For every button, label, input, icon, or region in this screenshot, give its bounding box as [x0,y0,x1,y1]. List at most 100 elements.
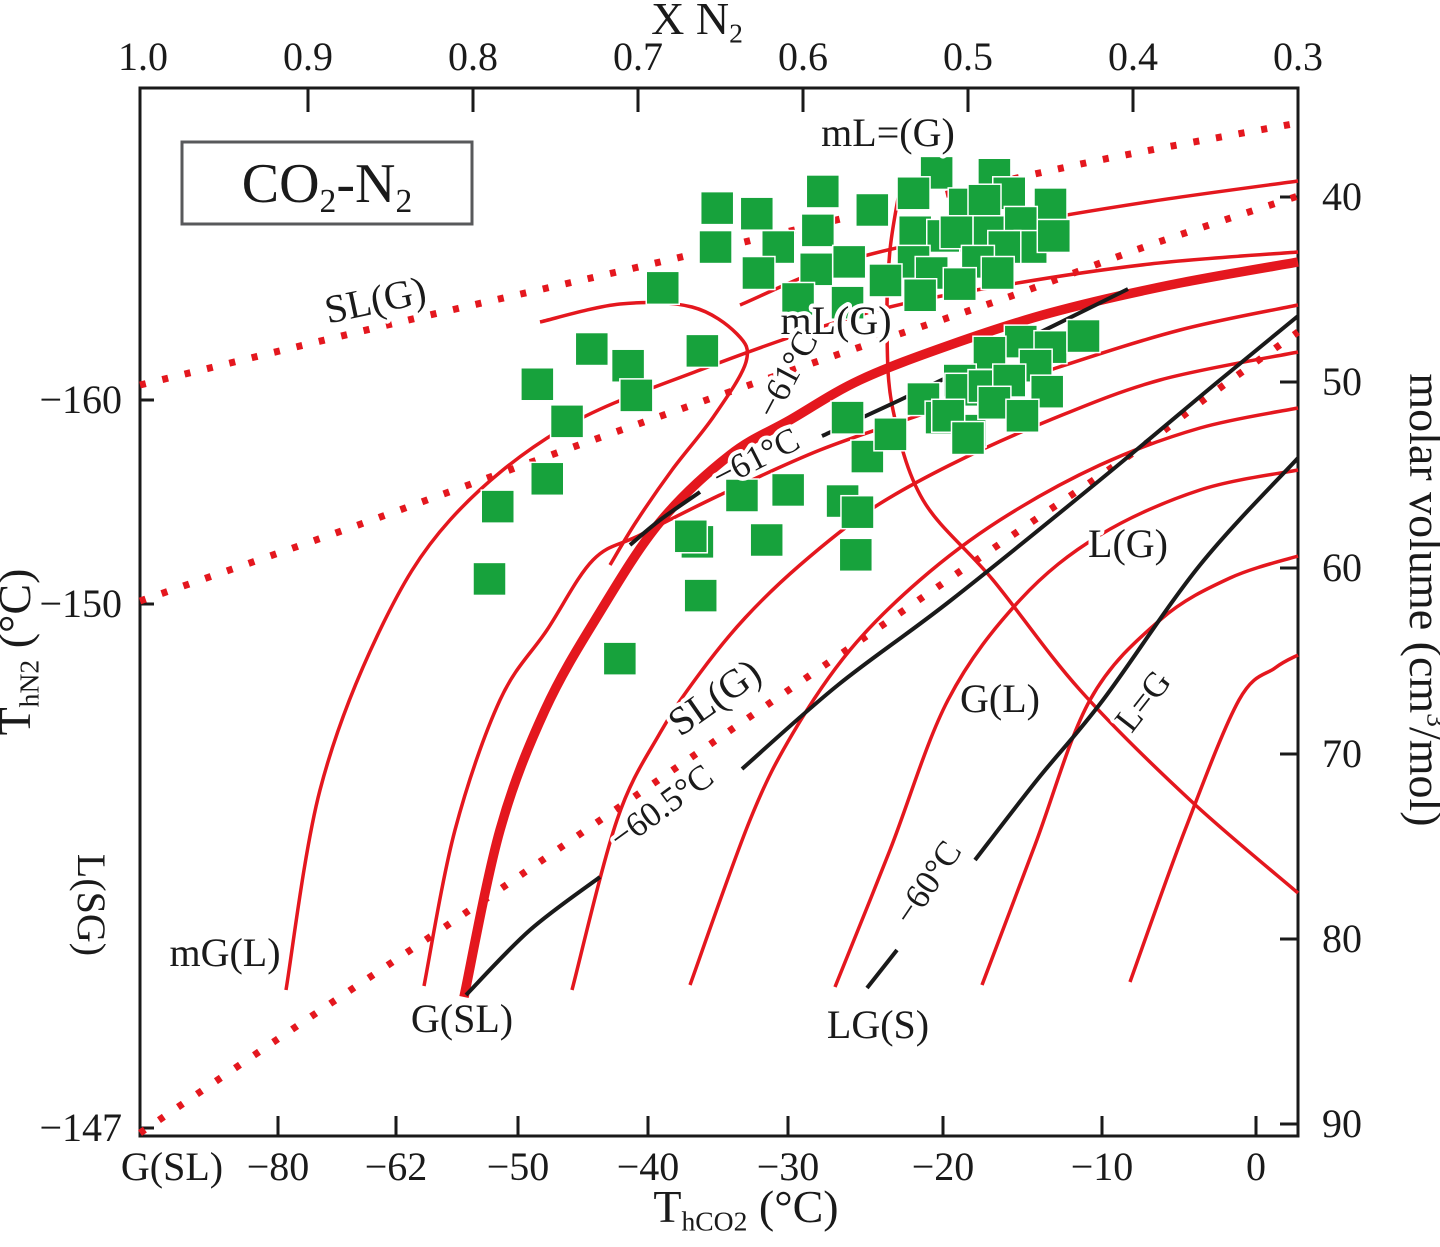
top-axis-tick-label: 0.9 [283,34,333,79]
data-point [838,537,874,573]
bottom-corner-region-label: G(SL) [121,1144,223,1189]
data-point [939,214,974,250]
data-point [1005,398,1040,434]
top-axis-tick-label: 0.8 [448,34,498,79]
data-point [868,263,903,298]
bottom-axis-title: ThCO2 (°C) [653,1181,838,1236]
left-axis-region-label-segment: L(SG) [69,854,114,956]
system-title-segment: 2 [320,183,337,220]
top-axis-tick-label: 1.0 [118,34,168,79]
annotation-sl-g--segment: SL(G) [659,649,769,744]
right-axis-tick-label: 50 [1322,359,1362,404]
right-axis-tick-label: 40 [1322,174,1362,219]
data-point [602,641,638,676]
data-point [699,190,735,226]
system-title: CO2-N2 [242,153,412,220]
curve-th-60-5c-segment-2 [740,314,1300,771]
bottom-axis-tick-label: 0 [1246,1144,1266,1189]
data-point [724,478,760,513]
left-axis-title-segment: (°C) [0,569,40,660]
top-axis-tick-label: 0.3 [1273,34,1323,79]
data-point [480,489,515,524]
curve-th-60c-l-g-segment-2 [973,456,1300,862]
annotation-l-g-: L(G) [1088,521,1168,566]
curve-isochore-thick [459,257,1299,999]
system-title-segment: 2 [395,183,412,220]
data-point [873,417,908,452]
curve-th-61c-segment-1 [628,490,702,547]
curve-isochore-e [688,406,1299,986]
top-axis-tick-label: 0.7 [613,34,663,79]
data-point [1036,218,1072,254]
data-point [805,174,841,209]
top-axis-title: X N2 [651,0,743,48]
data-point [967,183,1002,218]
annotation-ml-g--segment: mL=(G) [821,110,955,155]
data-point [840,494,875,530]
bottom-corner-region-label-segment: G(SL) [121,1144,223,1189]
annotation-ml-g-: mL(G) [780,298,891,343]
plot-frame [138,86,1300,1138]
data-point [1033,187,1068,222]
bottom-axis-tick-label: −50 [487,1144,550,1189]
top-axis-title-segment: 2 [729,17,743,48]
data-point [741,255,776,291]
data-point [1066,318,1101,354]
top-axis-tick-label: 0.5 [943,34,993,79]
data-point [855,192,890,228]
curve-isochore-c [422,303,1299,987]
bottom-axis-tick-label: −30 [757,1144,820,1189]
annotation-l-g-segment: L=G [1107,663,1179,739]
data-point [749,522,784,558]
annotation-sl-g-: SL(G) [321,267,430,332]
top-axis-tick-label: 0.4 [1108,34,1158,79]
annotation-g-l--segment: G(L) [960,676,1040,721]
system-title-segment: -N [336,153,395,215]
curve-isochore-f [833,468,1299,988]
data-point [831,244,867,280]
data-point [683,578,718,613]
left-axis-tick-label: −147 [39,1105,122,1150]
data-point [549,404,585,439]
data-point [800,213,836,248]
annotation-ml-g-: mL=(G) [821,110,955,155]
curve-ml-g-wedge-boundary [539,300,750,566]
data-point [574,331,610,367]
bottom-axis-tick-label: −20 [912,1144,975,1189]
right-axis-tick-label: 90 [1322,1101,1362,1146]
annotation-l-g--segment: L(G) [1088,521,1168,566]
data-point [902,278,938,313]
annotation-l-g: L=G [1107,663,1179,739]
bottom-axis-tick-label: −80 [247,1144,310,1189]
curve-isochore-d [570,350,1299,991]
system-title-segment: CO [242,153,320,215]
left-axis-title-segment: hN2 [13,660,44,708]
system-title-box [180,140,474,226]
curve-sl-g-sublimation-boundary-lower [138,329,1301,1136]
left-axis-title-segment: T [0,707,40,735]
top-axis-tick-label: 0.6 [778,34,828,79]
data-point [673,519,709,554]
right-axis-title-segment: 3 [1421,713,1440,727]
data-point [798,252,834,287]
data-point [685,333,720,369]
bottom-axis-title-segment: hCO2 [681,1205,747,1236]
curve-isochore-h [1128,653,1299,983]
annotation-sl-g--segment: SL(G) [321,267,430,332]
annotation--60-c-segment: −60°C [886,833,970,931]
right-axis-tick-label: 60 [1322,545,1362,590]
annotation-sl-g-: SL(G) [659,649,769,744]
annotation-lg-s-: LG(S) [827,1002,929,1047]
data-point [942,266,977,302]
annotation-mg-l-: mG(L) [169,930,280,975]
data-point [530,461,565,497]
curve-th-60-5c-segment-1 [464,875,602,997]
bottom-axis-title-segment: (°C) [747,1181,838,1232]
annotation-g-sl-: G(SL) [411,996,513,1041]
right-axis-tick-label: 80 [1322,916,1362,961]
data-point [896,176,931,211]
annotation-g-sl--segment: G(SL) [411,996,513,1041]
bottom-axis-title-segment: T [653,1181,681,1232]
